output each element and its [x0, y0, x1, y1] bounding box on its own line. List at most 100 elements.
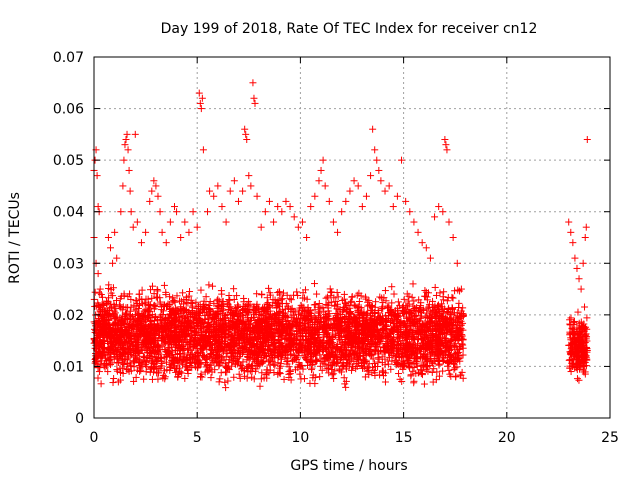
data-point [120, 156, 128, 164]
data-point [329, 370, 337, 378]
data-point [282, 197, 290, 205]
data-point [376, 293, 384, 301]
data-point [109, 259, 117, 267]
data-point [296, 370, 304, 378]
data-point [239, 187, 247, 195]
data-point [265, 197, 273, 205]
data-point [411, 333, 419, 341]
data-point [154, 287, 162, 295]
data-point [206, 187, 214, 195]
data-point [317, 166, 325, 174]
data-point [413, 362, 421, 370]
data-point [390, 290, 398, 298]
data-point [91, 288, 99, 296]
data-point [316, 373, 324, 381]
data-point [214, 295, 222, 303]
data-point [253, 192, 261, 200]
data-point [581, 303, 589, 311]
data-point [117, 208, 125, 216]
data-point [94, 374, 102, 382]
data-point [315, 177, 323, 185]
data-point [185, 292, 193, 300]
data-point [286, 203, 294, 211]
data-point [331, 367, 339, 375]
data-point [125, 166, 133, 174]
data-point [166, 218, 174, 226]
data-point [91, 302, 99, 310]
data-point [234, 197, 242, 205]
data-point [209, 282, 217, 290]
data-point [315, 299, 323, 307]
data-point [126, 187, 134, 195]
data-point [265, 284, 273, 292]
data-point [418, 371, 426, 379]
data-point [342, 383, 350, 391]
data-point [127, 208, 135, 216]
data-point [204, 208, 212, 216]
data-point [379, 299, 387, 307]
data-point [319, 359, 327, 367]
data-point [156, 208, 164, 216]
data-point [432, 291, 440, 299]
data-point [439, 367, 447, 375]
data-point [127, 295, 135, 303]
data-point [130, 377, 138, 385]
data-point [218, 203, 226, 211]
data-point [111, 228, 119, 236]
data-point [93, 172, 101, 180]
data-point [222, 218, 230, 226]
data-point [140, 375, 148, 383]
data-point [189, 208, 197, 216]
data-point [113, 366, 121, 374]
data-point [224, 377, 232, 385]
data-point [160, 281, 168, 289]
data-point [199, 146, 207, 154]
data-point [428, 368, 436, 376]
data-point [422, 313, 430, 321]
data-point [123, 130, 131, 138]
data-point [321, 182, 329, 190]
data-point [129, 223, 137, 231]
data-point [346, 187, 354, 195]
data-point [456, 287, 464, 295]
data-point [280, 375, 288, 383]
data-point [225, 359, 233, 367]
data-point [251, 99, 259, 107]
data-point [225, 295, 233, 303]
data-point [369, 303, 377, 311]
data-point [340, 374, 348, 382]
data-point [410, 334, 418, 342]
data-point [202, 293, 210, 301]
data-point [107, 244, 115, 252]
data-point [119, 182, 127, 190]
data-point [226, 187, 234, 195]
data-point [195, 89, 203, 97]
data-point [459, 344, 467, 352]
data-point [205, 281, 213, 289]
data-point [148, 375, 156, 383]
data-point [95, 368, 103, 376]
data-point [310, 280, 318, 288]
data-point [154, 192, 162, 200]
data-point [420, 380, 428, 388]
data-point [250, 94, 258, 102]
data-point [153, 286, 161, 294]
data-point [242, 130, 250, 138]
data-point [328, 365, 336, 373]
data-point [158, 228, 166, 236]
data-point [122, 136, 130, 144]
data-point [323, 293, 331, 301]
data-point [121, 141, 129, 149]
data-point [329, 218, 337, 226]
data-point [210, 192, 218, 200]
data-point [181, 218, 189, 226]
data-point [221, 378, 229, 386]
data-point [104, 234, 112, 241]
data-point [412, 311, 420, 319]
data-point [138, 286, 146, 294]
data-point [217, 369, 225, 377]
data-point [336, 366, 344, 374]
data-point [214, 182, 222, 190]
data-point [431, 283, 439, 291]
data-point [348, 366, 356, 374]
